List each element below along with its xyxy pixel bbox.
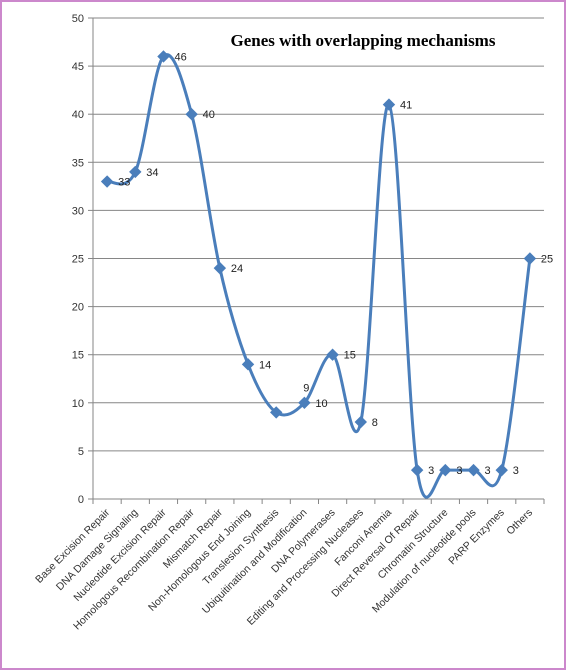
data-point <box>467 463 480 477</box>
data-label: 3 <box>428 465 434 477</box>
y-tick-label: 5 <box>78 446 84 458</box>
gridlines <box>93 17 544 452</box>
data-label: 9 <box>303 382 309 394</box>
data-label: 3 <box>485 465 491 477</box>
y-tick-label: 50 <box>72 13 84 25</box>
data-label: 3 <box>513 465 519 477</box>
data-label: 14 <box>259 359 271 371</box>
data-label: 34 <box>146 167 158 179</box>
data-label: 10 <box>315 398 327 410</box>
y-tick-label: 10 <box>72 398 84 410</box>
data-label: 41 <box>400 100 412 112</box>
y-tick-label: 30 <box>72 205 84 217</box>
data-label: 8 <box>372 417 378 429</box>
chart-title: Genes with overlapping mechanisms <box>231 31 496 50</box>
data-label: 3 <box>456 465 462 477</box>
y-tick-label: 20 <box>72 302 84 314</box>
data-point <box>157 50 170 63</box>
data-point <box>213 261 227 275</box>
data-label: 25 <box>541 254 553 266</box>
y-tick-label: 15 <box>72 350 84 362</box>
y-tick-labels: 0 5 10 15 20 25 30 35 40 45 50 <box>72 13 84 506</box>
data-point <box>354 415 367 429</box>
data-label: 24 <box>231 263 243 275</box>
data-point <box>241 358 255 371</box>
y-tick-label: 45 <box>72 61 84 73</box>
data-point <box>270 406 283 419</box>
data-point <box>185 107 198 121</box>
series-line-group <box>106 53 532 499</box>
data-point <box>439 463 452 477</box>
data-point <box>129 165 142 179</box>
data-markers <box>100 50 537 477</box>
y-tick-label: 0 <box>78 494 84 506</box>
data-point <box>382 98 396 111</box>
data-label: 33 <box>118 177 130 189</box>
data-point <box>298 396 311 410</box>
y-tick-label: 35 <box>72 157 84 169</box>
series-line <box>106 53 532 499</box>
x-tick-label: Others <box>504 507 535 538</box>
y-tick-label: 25 <box>72 254 84 266</box>
data-point <box>100 175 114 188</box>
data-label: 46 <box>174 51 186 63</box>
data-point <box>410 463 424 477</box>
y-tick-label: 40 <box>72 109 84 121</box>
data-point <box>495 463 508 477</box>
axes <box>88 17 545 504</box>
data-point <box>326 348 339 361</box>
data-label: 15 <box>344 350 356 362</box>
data-label: 40 <box>203 109 215 121</box>
data-point <box>523 252 537 265</box>
